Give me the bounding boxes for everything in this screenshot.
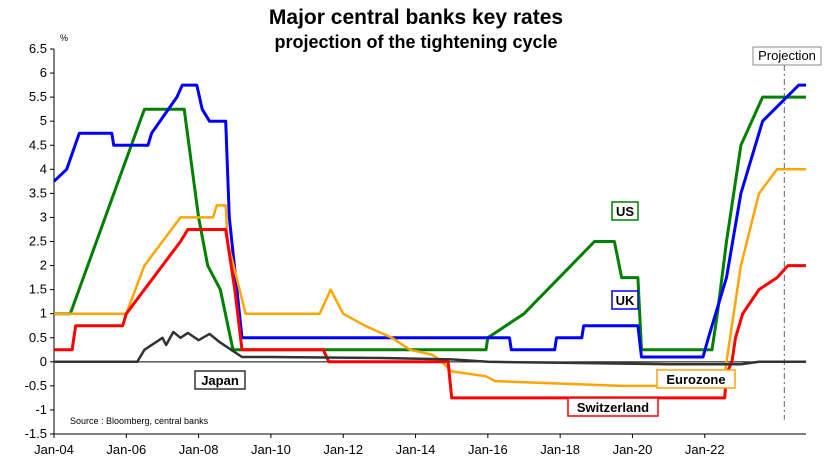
series-label-eurozone: Eurozone xyxy=(666,372,725,387)
series-label-box-uk xyxy=(611,290,639,310)
y-tick-label: 3 xyxy=(40,209,47,224)
series-label-box-switzerland xyxy=(567,397,659,417)
y-tick-label: 5.5 xyxy=(29,89,47,104)
series-label-box-eurozone xyxy=(656,369,736,389)
x-tick-label: Jan-22 xyxy=(685,442,725,457)
y-tick-label: 5 xyxy=(40,113,47,128)
projection-label-box xyxy=(752,46,822,66)
y-tick-label: 3.5 xyxy=(29,185,47,200)
y-tick-label: -1.5 xyxy=(25,426,47,441)
x-tick-label: Jan-10 xyxy=(251,442,291,457)
series-label-us: US xyxy=(616,204,634,219)
series-line-japan xyxy=(54,330,806,366)
y-tick-label: -0.5 xyxy=(25,378,47,393)
series-line-us xyxy=(54,95,806,352)
series-label-box-japan xyxy=(194,370,246,390)
y-axis-unit-label: % xyxy=(60,33,68,43)
x-tick-label: Jan-18 xyxy=(540,442,580,457)
projection-label: Projection xyxy=(758,48,816,63)
y-tick-label: 1 xyxy=(40,306,47,321)
y-tick-label: 6 xyxy=(40,65,47,80)
y-tick-label: 4.5 xyxy=(29,137,47,152)
source-note: Source : Bloomberg, central banks xyxy=(70,416,209,426)
series-label-uk: UK xyxy=(616,293,635,308)
x-tick-label: Jan-12 xyxy=(323,442,363,457)
series-label-box-us xyxy=(611,201,639,221)
chart-subtitle: projection of the tightening cycle xyxy=(274,32,558,52)
y-tick-label: 6.5 xyxy=(29,41,47,56)
x-tick-label: Jan-04 xyxy=(34,442,74,457)
x-tick-label: Jan-20 xyxy=(613,442,653,457)
series-line-switzerland xyxy=(54,228,806,400)
y-tick-label: 2 xyxy=(40,258,47,273)
series-label-japan: Japan xyxy=(201,373,239,388)
series-line-uk xyxy=(52,83,806,359)
y-tick-label: -1 xyxy=(35,402,47,417)
y-tick-label: 0 xyxy=(40,354,47,369)
series-label-switzerland: Switzerland xyxy=(577,400,649,415)
x-tick-label: Jan-14 xyxy=(396,442,436,457)
x-tick-label: Jan-06 xyxy=(106,442,146,457)
y-tick-label: 2.5 xyxy=(29,234,47,249)
y-tick-label: 0.5 xyxy=(29,330,47,345)
x-tick-label: Jan-08 xyxy=(179,442,219,457)
series-line-eurozone xyxy=(54,168,806,388)
x-tick-label: Jan-16 xyxy=(468,442,508,457)
y-tick-label: 4 xyxy=(40,161,47,176)
y-tick-label: 1.5 xyxy=(29,282,47,297)
chart-title: Major central banks key rates xyxy=(268,6,564,29)
